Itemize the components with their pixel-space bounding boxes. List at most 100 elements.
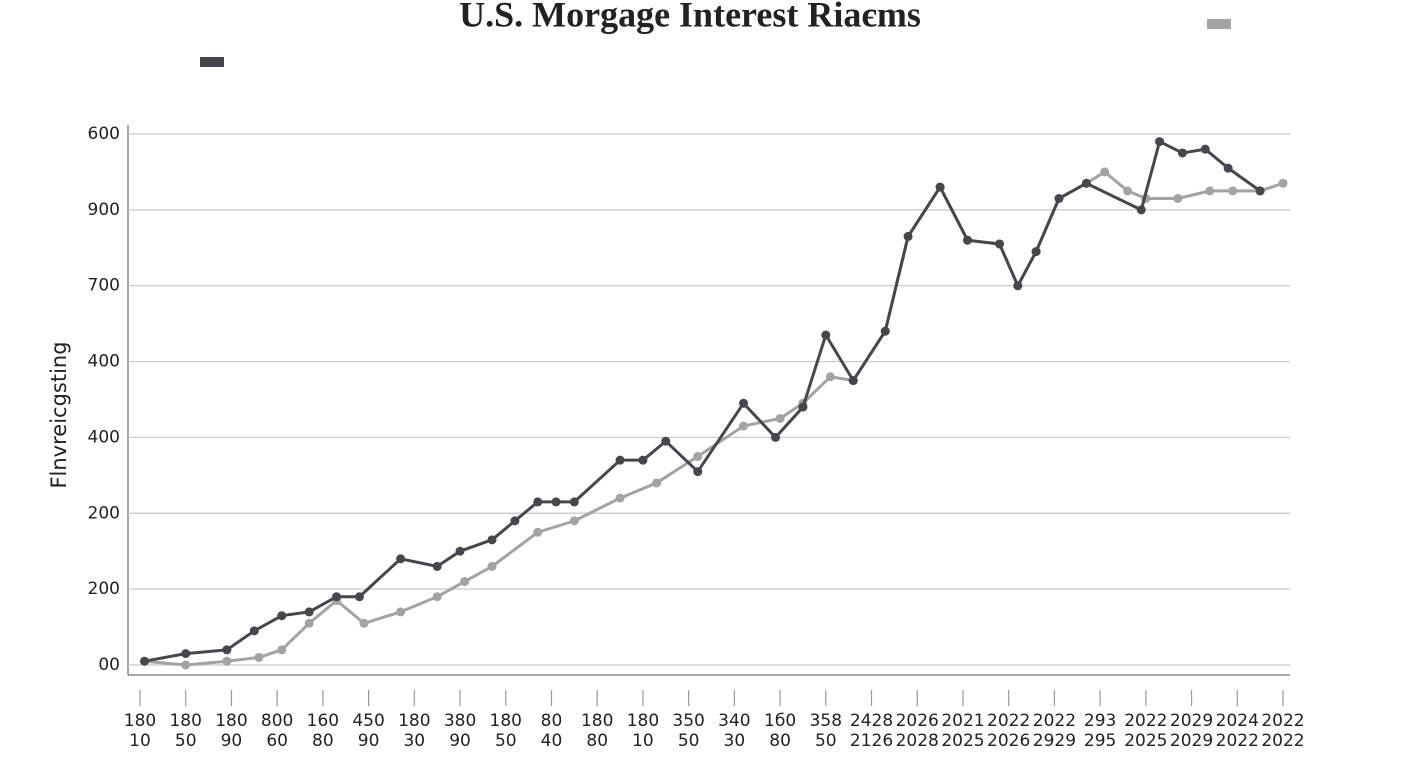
data-point — [551, 497, 561, 507]
data-point — [254, 652, 264, 662]
x-tick-label: 2022 — [1033, 711, 1076, 731]
y-tick-label: 400 — [88, 427, 120, 447]
x-tick-label: 2024 — [1216, 711, 1259, 731]
x-tick-label: 1б0 — [764, 711, 796, 731]
data-point — [1054, 193, 1064, 203]
chart-title: U.S. Morgage Interest Riaєms — [459, 0, 921, 34]
data-point — [222, 656, 232, 666]
data-point — [359, 618, 369, 628]
data-point — [615, 455, 625, 465]
x-tick-label: 180 — [398, 711, 430, 731]
x-tick-label: 90 — [449, 731, 471, 751]
data-point — [739, 398, 749, 408]
data-point — [848, 376, 858, 386]
x-tick-label: 2022 — [1216, 731, 1259, 751]
x-tick-label: 50 — [175, 731, 197, 751]
data-point — [995, 239, 1005, 249]
data-point — [460, 577, 470, 587]
y-axis-label: Flnvreicgsting — [47, 341, 71, 488]
data-point — [304, 618, 314, 628]
x-tick-label: 358 — [810, 711, 842, 731]
x-tick-label: 2029 — [1170, 711, 1213, 731]
series-line — [144, 140, 1262, 663]
x-tick-label: 2029 — [1170, 731, 1213, 751]
data-point — [1123, 186, 1133, 196]
data-point — [821, 330, 831, 340]
data-point — [181, 649, 191, 659]
y-tick-label: 400 — [88, 352, 120, 372]
x-tick-label: 2025 — [1124, 731, 1167, 751]
data-point — [638, 455, 648, 465]
y-tick-label: 900 — [88, 200, 120, 220]
x-tick-label: 80 — [769, 731, 791, 751]
data-point — [1278, 178, 1288, 188]
x-tick-label: 450 — [352, 711, 384, 731]
x-tick-label: 293 — [1084, 711, 1116, 731]
data-point — [1013, 281, 1023, 291]
data-point — [880, 326, 890, 336]
data-point — [533, 527, 543, 537]
x-tick-label: 50 — [678, 731, 700, 751]
x-tick-label: 350 — [672, 711, 704, 731]
data-point — [455, 546, 465, 556]
x-tick-label: 160 — [307, 711, 339, 731]
data-point — [569, 497, 579, 507]
data-point — [963, 235, 973, 245]
data-point — [1031, 247, 1041, 257]
data-point — [432, 592, 442, 602]
x-tick-label: 180 — [124, 711, 156, 731]
data-point — [181, 660, 191, 670]
x-tick-label: 2022 — [1124, 711, 1167, 731]
x-tick-label: 2126 — [850, 731, 893, 751]
y-tick-label: 00 — [98, 655, 120, 675]
x-tick-label: 180 — [490, 711, 522, 731]
x-tick-label: 10 — [129, 731, 151, 751]
data-point — [277, 645, 287, 655]
y-tick-label: 700 — [88, 276, 120, 296]
data-point — [1200, 144, 1210, 154]
x-tick-label: 90 — [358, 731, 380, 751]
data-point — [1223, 163, 1233, 173]
x-tick-label: 2929 — [1033, 731, 1076, 751]
data-point — [332, 592, 342, 602]
data-point — [487, 561, 497, 571]
x-tick-label: 30 — [724, 731, 746, 751]
x-tick-label: 60 — [266, 731, 288, 751]
x-tick-label: 50 — [495, 731, 517, 751]
x-tick-label: 180 — [581, 711, 613, 731]
x-tick-label: 80 — [541, 711, 563, 731]
data-point — [1136, 205, 1146, 215]
data-point — [569, 516, 579, 526]
data-point — [903, 231, 913, 241]
x-tick-label: 180 — [627, 711, 659, 731]
data-point — [140, 656, 150, 666]
x-tick-label: 2022 — [1261, 711, 1304, 731]
data-point — [1205, 186, 1215, 196]
x-tick-label: 340 — [718, 711, 750, 731]
x-tick-label: 2022 — [987, 711, 1030, 731]
x-tick-label: 800 — [261, 711, 293, 731]
data-point — [1100, 167, 1110, 177]
x-tick-label: 180 — [169, 711, 201, 731]
x-tick-label: 2021 — [941, 711, 984, 731]
data-point — [615, 493, 625, 503]
y-tick-label: 200 — [88, 579, 120, 599]
data-point — [798, 402, 808, 412]
data-point — [693, 451, 703, 461]
x-tick-label: 10 — [632, 731, 654, 751]
data-point — [1255, 186, 1265, 196]
data-point — [661, 436, 671, 446]
x-tick-label: 2026 — [896, 711, 939, 731]
data-point — [771, 432, 781, 442]
data-point — [693, 467, 703, 477]
data-point — [432, 561, 442, 571]
data-point — [396, 554, 406, 564]
legend-swatch — [200, 57, 224, 67]
x-tick-label: 90 — [221, 731, 243, 751]
y-tick-label: 200 — [88, 503, 120, 523]
data-point — [1155, 137, 1165, 147]
data-point — [533, 497, 543, 507]
x-tick-label: 2022 — [1261, 731, 1304, 751]
x-tick-label: 2028 — [896, 731, 939, 751]
data-point — [935, 182, 945, 192]
